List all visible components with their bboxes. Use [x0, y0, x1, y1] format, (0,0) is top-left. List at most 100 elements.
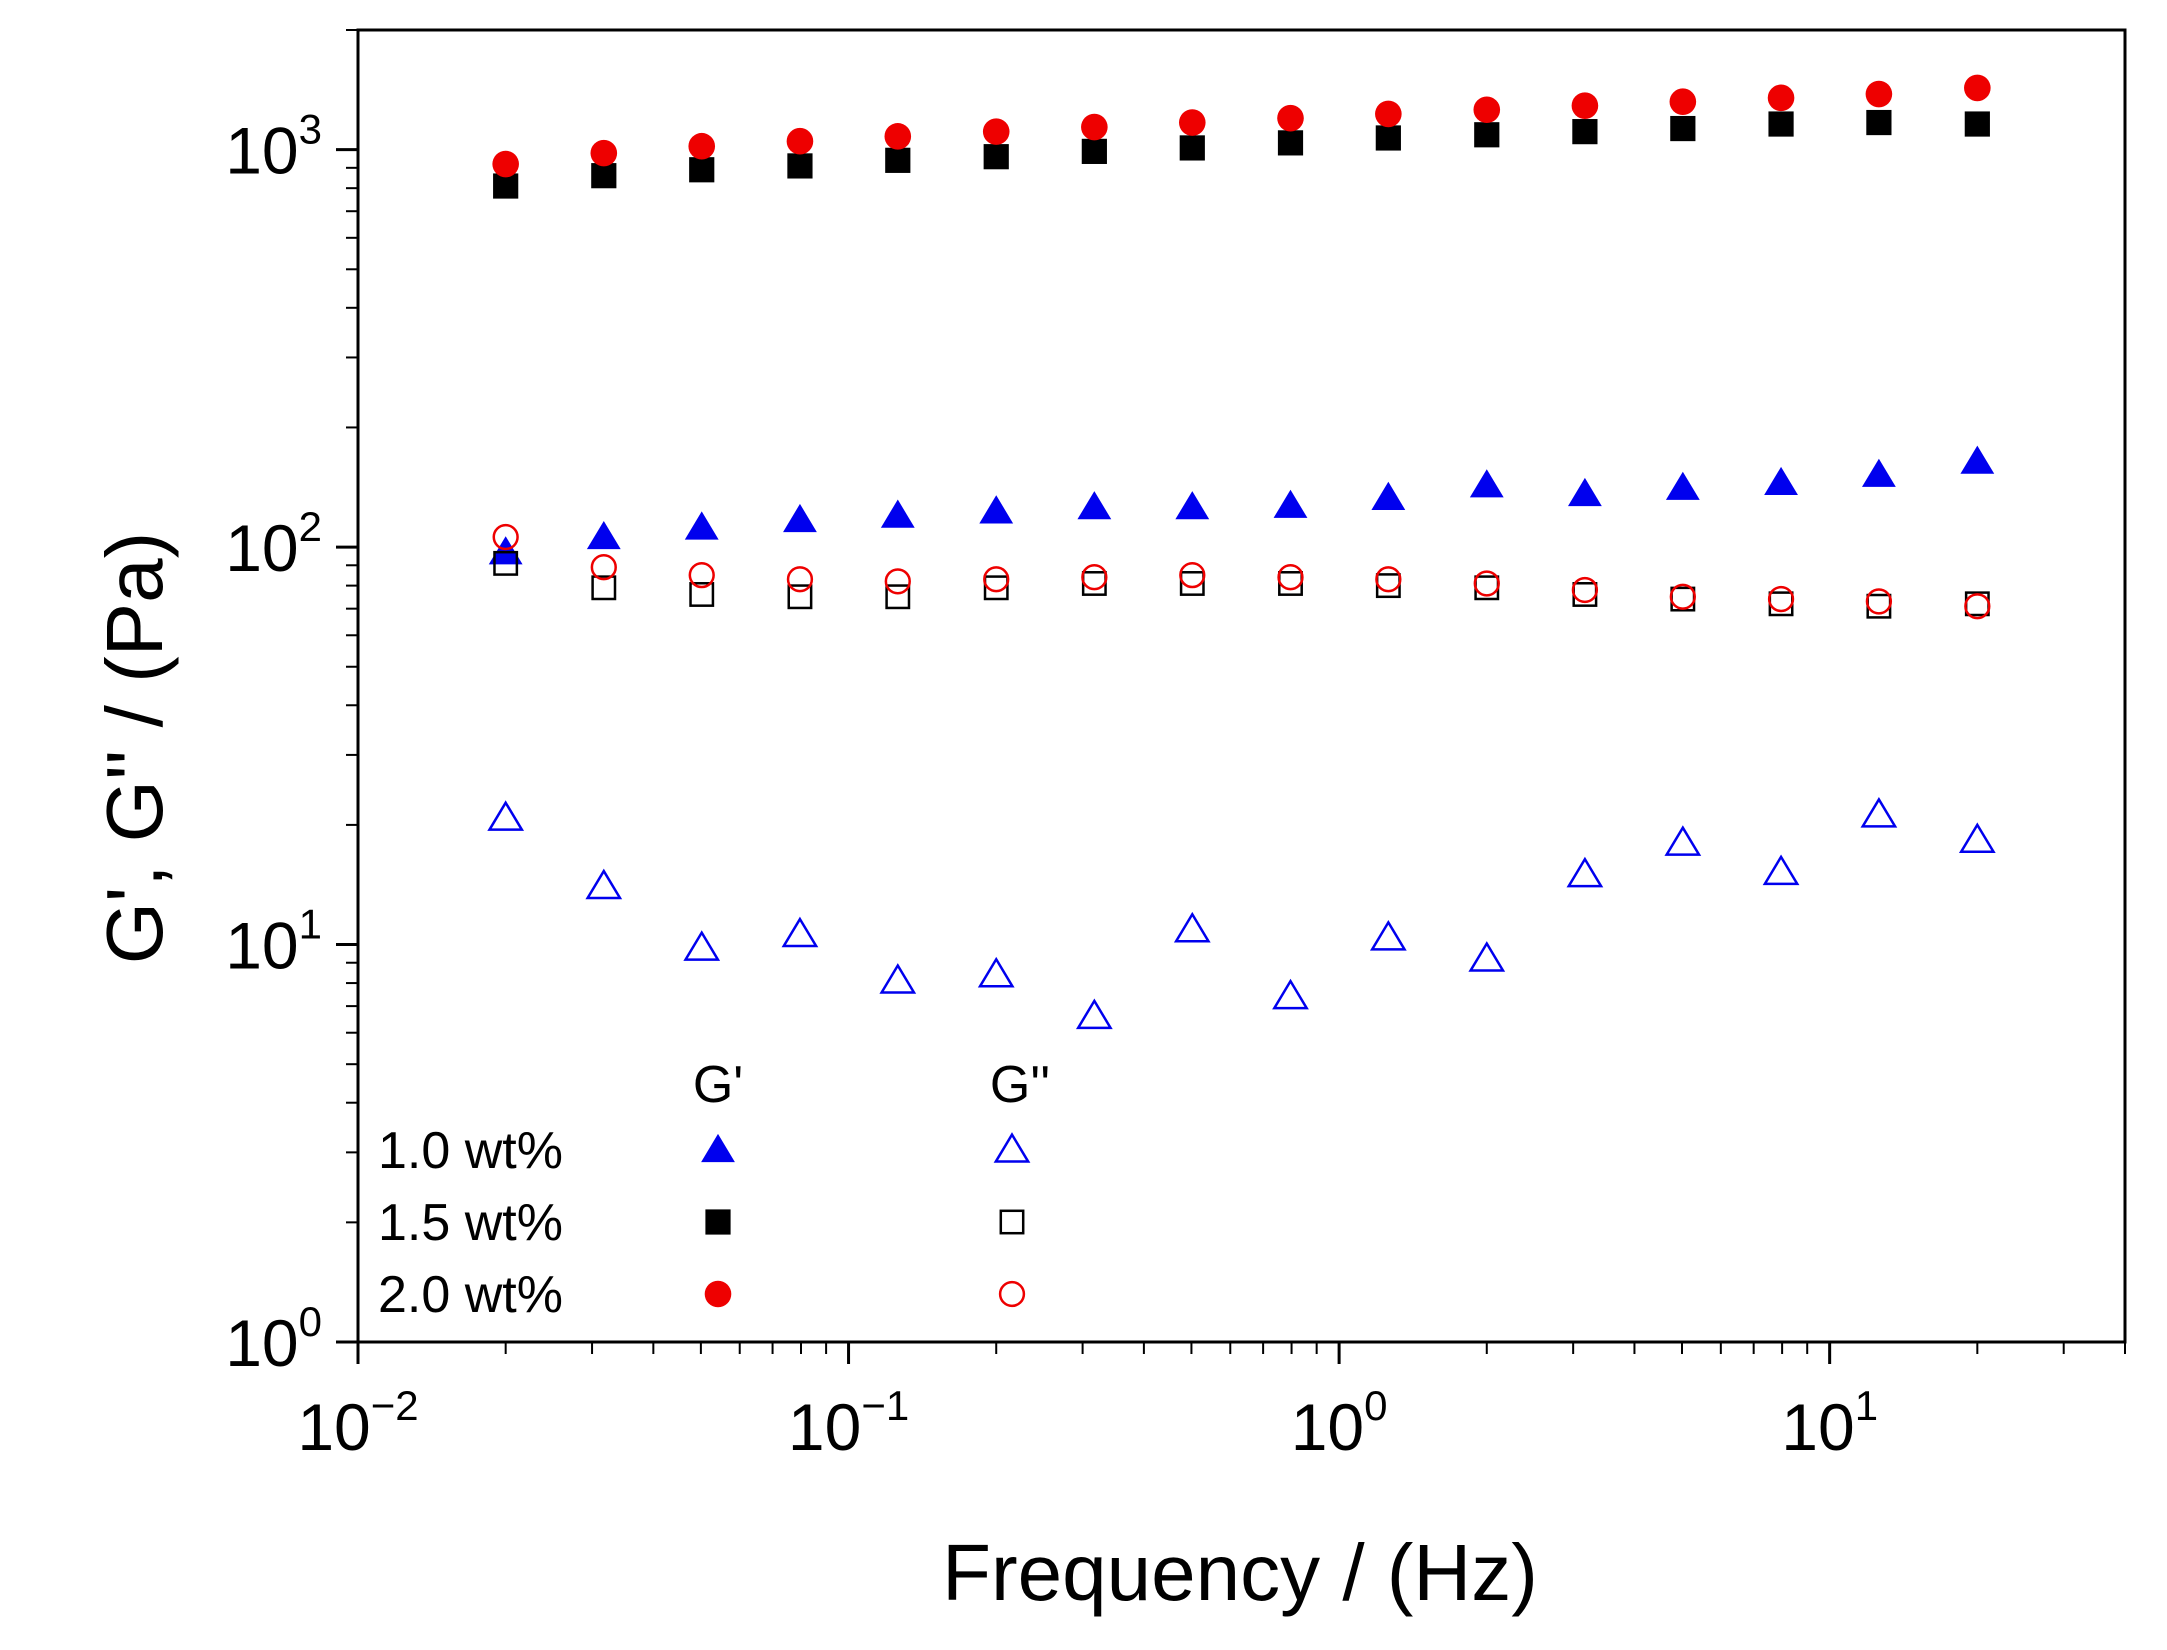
y-tick-label: 102: [225, 503, 322, 585]
series-1-5-wt-g-: [493, 109, 1990, 199]
x-tick-label: 10−1: [788, 1382, 909, 1464]
legend-marker-filled: [704, 1280, 732, 1308]
legend: G' G'' 1.0 wt% 1.5 wt% 2.0 wt%: [378, 1056, 1050, 1324]
data-point: [586, 520, 621, 550]
data-point: [983, 566, 1010, 593]
data-point: [979, 495, 1014, 524]
x-tick-base: 10: [788, 1390, 861, 1464]
x-tick-label: 100: [1291, 1382, 1388, 1464]
data-point: [1958, 822, 1996, 854]
data-point: [1474, 122, 1500, 148]
data-point: [1473, 96, 1501, 124]
data-point: [885, 147, 911, 173]
data-point: [1964, 74, 1991, 102]
legend-header-storage: G': [693, 1056, 743, 1114]
data-point: [982, 118, 1010, 145]
y-tick-exponent: 1: [299, 901, 322, 948]
data-point: [1277, 104, 1304, 132]
y-tick-exponent: 2: [299, 503, 322, 550]
x-tick-labels: 10−2 10−1 100 101: [297, 1382, 1878, 1464]
data-point: [492, 150, 519, 178]
legend-marker-open: [993, 1132, 1031, 1163]
data-point: [1866, 109, 1892, 136]
data-point: [1566, 856, 1604, 888]
data-point: [1081, 113, 1108, 141]
data-point: [977, 956, 1015, 988]
data-point: [781, 916, 819, 948]
data-point: [1277, 130, 1304, 156]
data-point: [591, 163, 617, 189]
data-point: [1861, 458, 1896, 487]
data-point: [688, 561, 715, 589]
data-point: [1272, 978, 1309, 1010]
data-point: [1371, 481, 1406, 510]
data-point: [983, 144, 1009, 170]
y-axis-title: G', G'' / (Pa): [90, 532, 179, 965]
data-point: [1179, 561, 1206, 589]
data-point: [688, 132, 716, 160]
x-axis-title: Frequency / (Hz): [942, 1528, 1538, 1617]
data-point: [786, 566, 814, 593]
x-tick-label: 10−2: [297, 1382, 418, 1464]
y-tick-label: 101: [225, 901, 322, 983]
data-point: [1768, 111, 1794, 137]
data-point: [1665, 471, 1700, 500]
data-point: [1473, 570, 1500, 597]
data-point: [1960, 445, 1995, 474]
data-point: [1369, 919, 1407, 951]
data-point: [1075, 998, 1113, 1030]
x-tick-base: 10: [1291, 1390, 1364, 1464]
data-point: [1175, 491, 1210, 520]
data-point: [590, 554, 617, 581]
data-point: [787, 584, 813, 610]
y-tick-label: 103: [225, 106, 322, 188]
x-tick-exponent: −2: [371, 1382, 419, 1429]
data-point: [1081, 138, 1107, 164]
data-point: [983, 575, 1009, 601]
legend-header-loss: G'': [990, 1056, 1050, 1114]
data-point: [1375, 566, 1402, 593]
data-point: [786, 127, 814, 155]
data-point: [1964, 111, 1990, 137]
series-2-0-wt-g-: [492, 74, 1991, 178]
legend-label: 1.5 wt%: [378, 1194, 563, 1252]
data-point: [1860, 797, 1898, 828]
data-point: [1179, 135, 1205, 161]
data-point: [684, 511, 719, 540]
data-point: [1469, 469, 1504, 498]
data-point: [880, 499, 915, 528]
data-point: [689, 157, 715, 183]
data-point: [493, 550, 519, 576]
data-point: [1764, 466, 1798, 496]
data-point: [787, 153, 813, 179]
y-tick-exponent: 3: [299, 106, 322, 153]
data-point: [1865, 588, 1893, 615]
data-point: [1669, 88, 1697, 116]
y-tick-label: 100: [225, 1298, 322, 1380]
x-tick-exponent: 1: [1855, 1382, 1878, 1429]
data-point: [1670, 115, 1696, 142]
major-ticks: [336, 148, 1832, 1364]
data-point: [783, 503, 817, 533]
data-point: [492, 523, 519, 551]
data-point: [1767, 585, 1795, 613]
legend-marker-filled: [705, 1209, 731, 1235]
data-point: [1669, 583, 1696, 610]
y-tick-base: 10: [225, 1306, 298, 1380]
plot-frame: [356, 28, 2127, 1344]
x-tick-base: 10: [297, 1390, 370, 1464]
data-point: [493, 173, 519, 199]
data-point: [689, 582, 715, 607]
data-point: [683, 930, 721, 961]
data-point: [879, 963, 917, 994]
x-tick-exponent: 0: [1364, 1382, 1387, 1429]
data-point: [1375, 100, 1402, 128]
legend-label: 2.0 wt%: [378, 1266, 563, 1324]
y-tick-base: 10: [225, 511, 298, 585]
data-point: [1964, 593, 1991, 620]
data-point: [1375, 125, 1401, 151]
y-tick-base: 10: [225, 909, 298, 983]
data-point: [1664, 825, 1702, 856]
legend-marker-filled: [701, 1133, 735, 1163]
